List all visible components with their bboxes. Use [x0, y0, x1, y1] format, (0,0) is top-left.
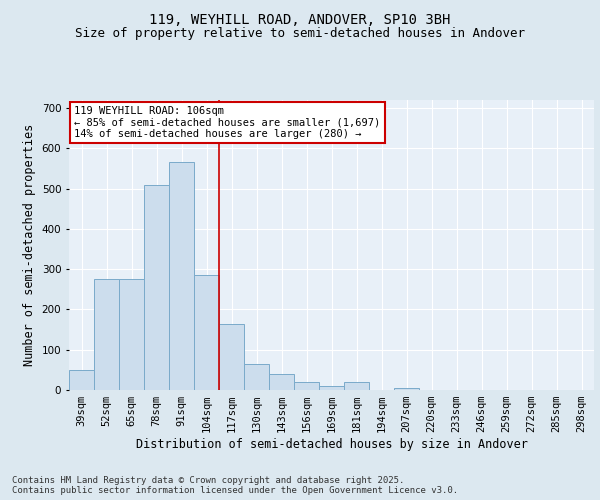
Bar	[294, 382, 319, 390]
Bar	[69, 370, 94, 390]
Bar	[119, 279, 144, 390]
Text: 119, WEYHILL ROAD, ANDOVER, SP10 3BH: 119, WEYHILL ROAD, ANDOVER, SP10 3BH	[149, 12, 451, 26]
Bar	[194, 275, 219, 390]
Bar	[169, 162, 194, 390]
Bar	[94, 279, 119, 390]
Bar	[319, 386, 344, 390]
Bar	[219, 324, 244, 390]
Bar	[269, 374, 294, 390]
Y-axis label: Number of semi-detached properties: Number of semi-detached properties	[23, 124, 36, 366]
Text: 119 WEYHILL ROAD: 106sqm
← 85% of semi-detached houses are smaller (1,697)
14% o: 119 WEYHILL ROAD: 106sqm ← 85% of semi-d…	[74, 106, 380, 139]
Text: Size of property relative to semi-detached houses in Andover: Size of property relative to semi-detach…	[75, 28, 525, 40]
Bar	[394, 388, 419, 390]
Bar	[244, 364, 269, 390]
Bar	[144, 184, 169, 390]
X-axis label: Distribution of semi-detached houses by size in Andover: Distribution of semi-detached houses by …	[136, 438, 527, 451]
Text: Contains HM Land Registry data © Crown copyright and database right 2025.
Contai: Contains HM Land Registry data © Crown c…	[12, 476, 458, 495]
Bar	[344, 382, 369, 390]
